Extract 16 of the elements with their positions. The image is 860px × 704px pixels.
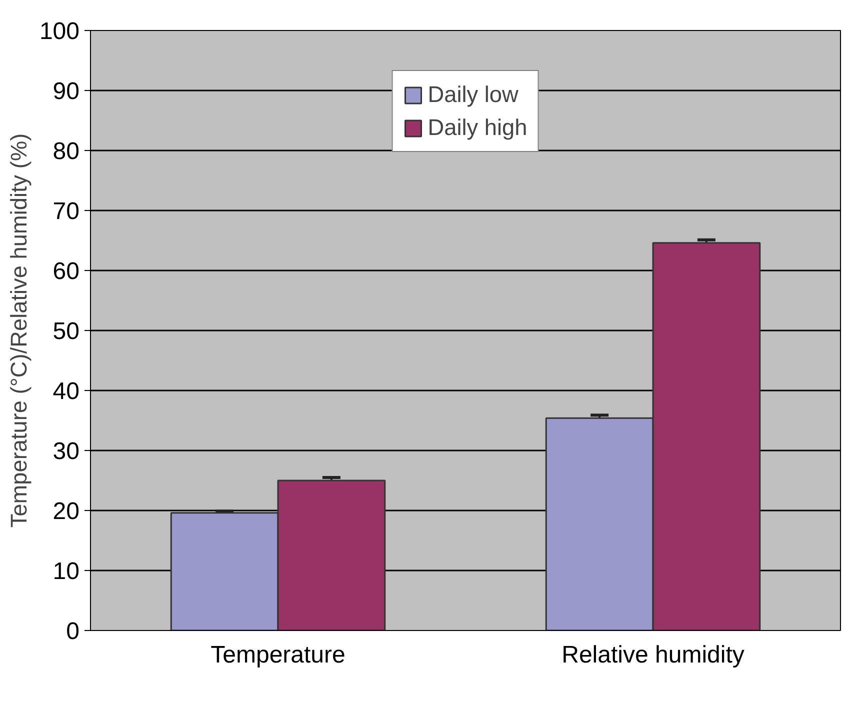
- y-tick-label: 40: [52, 378, 80, 405]
- y-tick-label: 0: [66, 618, 80, 645]
- legend-label: Daily high: [428, 114, 528, 141]
- y-tick-label: 80: [52, 138, 80, 165]
- y-tick-label: 20: [52, 498, 80, 525]
- x-tick-label: Temperature: [210, 642, 346, 668]
- x-tick-label: Relative humidity: [562, 642, 744, 668]
- y-tick-label: 50: [52, 318, 80, 345]
- y-tick-label: 100: [39, 18, 80, 45]
- y-tick-label: 30: [52, 438, 80, 465]
- legend-label: Daily low: [428, 81, 518, 108]
- y-axis-title: Temperature (°C)/Relative humidity (%): [5, 133, 32, 528]
- y-tick-label: 90: [52, 78, 80, 105]
- y-tick-label: 10: [52, 558, 80, 585]
- y-tick-label: 60: [52, 258, 80, 285]
- y-tick-label: 70: [52, 198, 80, 225]
